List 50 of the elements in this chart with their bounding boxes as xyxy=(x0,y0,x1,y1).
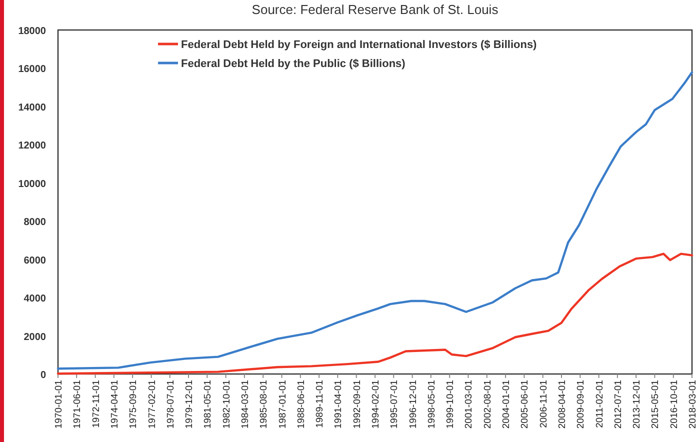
legend-label: Federal Debt Held by the Public ($ Billions) xyxy=(181,58,406,70)
x-tick-label: 2009-09-01 xyxy=(576,380,587,429)
x-tick-label: 1996-12-01 xyxy=(408,380,419,429)
x-tick-label: 1988-06-01 xyxy=(296,380,307,429)
x-tick-label: 1992-09-01 xyxy=(352,380,363,429)
y-tick-label: 16000 xyxy=(18,64,46,76)
x-tick-label: 2016-10-01 xyxy=(668,380,680,429)
line-series xyxy=(56,71,694,370)
x-tick-label: 2006-11-01 xyxy=(538,380,550,428)
x-tick-label: 1974-04-01 xyxy=(109,380,120,429)
x-tick-label: 1995-07-01 xyxy=(389,380,400,429)
y-tick-label: 6000 xyxy=(24,255,46,266)
x-tick-label: 2004-01-01 xyxy=(501,380,512,429)
x-tick-label: 2002-08-01 xyxy=(482,380,494,429)
x-tick-label: 2001-03-01 xyxy=(464,380,475,429)
x-tick-label: 1970-01-01 xyxy=(54,380,64,429)
x-tick-label: 1987-01-01 xyxy=(277,380,288,429)
x-tick-label: 1977-02-01 xyxy=(146,380,158,429)
y-tick-label: 14000 xyxy=(18,102,46,114)
x-tick-label: 1991-04-01 xyxy=(333,380,344,429)
y-tick-label: 8000 xyxy=(24,217,46,228)
x-tick-label: 2018-03-01 xyxy=(688,380,698,429)
y-tick-label: 10000 xyxy=(18,178,46,190)
y-tick-label: 2000 xyxy=(24,332,46,343)
x-tick-label: 1972-11-01 xyxy=(90,380,102,428)
x-tick-label: 1984-03-01 xyxy=(240,380,251,429)
x-tick-label: 2013-12-01 xyxy=(632,380,643,429)
x-tick-label: 2008-04-01 xyxy=(556,380,568,429)
y-tick-label: 0 xyxy=(40,370,46,381)
x-tick-label: 1989-11-01 xyxy=(314,380,326,428)
x-tick-label: 1994-02-01 xyxy=(370,380,382,429)
x-tick-label: 1981-05-01 xyxy=(202,380,214,429)
legend-label: Federal Debt Held by Foreign and International Investors ($ Billions) xyxy=(181,39,538,51)
line-series xyxy=(56,252,694,375)
x-tick-label: 1975-09-01 xyxy=(128,380,140,429)
x-tick-label: 1979-12-01 xyxy=(184,380,196,429)
y-tick-label: 12000 xyxy=(18,140,46,152)
source-note: Source: Federal Reserve Bank of St. Louis xyxy=(252,2,499,17)
y-tick-label: 4000 xyxy=(24,294,46,305)
y-tick-label: 18000 xyxy=(18,26,46,37)
x-tick-label: 2015-05-01 xyxy=(650,380,662,429)
x-tick-label: 1971-06-01 xyxy=(72,380,84,429)
x-tick-label: 2011-02-01 xyxy=(594,380,606,428)
x-tick-label: 1998-05-01 xyxy=(426,380,438,429)
x-tick-label: 1978-07-01 xyxy=(165,380,176,429)
x-tick-label: 1982-10-01 xyxy=(221,380,232,429)
x-tick-label: 1999-10-01 xyxy=(445,380,456,429)
x-tick-label: 2005-06-01 xyxy=(520,380,531,429)
x-tick-label: 2012-07-01 xyxy=(612,380,624,429)
x-tick-label: 1985-08-01 xyxy=(258,380,270,429)
